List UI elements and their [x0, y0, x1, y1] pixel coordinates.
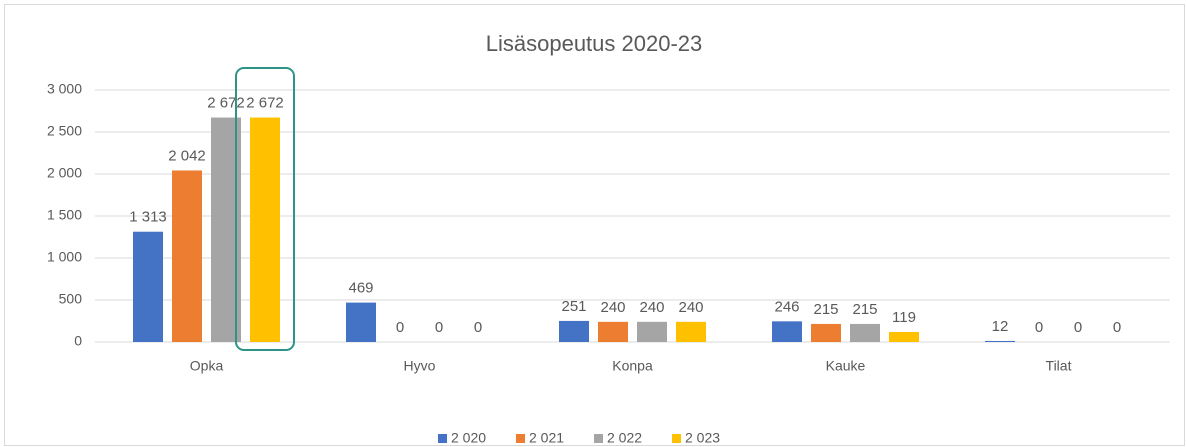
value-label: 240	[678, 299, 703, 316]
value-label: 2 672	[246, 95, 284, 112]
legend-swatch	[594, 434, 603, 443]
value-label: 0	[1113, 319, 1121, 336]
legend-swatch	[516, 434, 525, 443]
value-label: 1 313	[129, 209, 167, 226]
bar	[850, 323, 880, 342]
bar	[985, 340, 1015, 342]
x-tick-label: Hyvo	[404, 358, 436, 374]
bar	[346, 302, 376, 342]
x-tick-label: Kauke	[826, 358, 866, 374]
value-label: 240	[600, 299, 625, 316]
value-label: 0	[1074, 319, 1082, 336]
bar	[637, 321, 667, 342]
value-label: 2 042	[168, 147, 206, 164]
value-label: 469	[348, 280, 373, 297]
value-label: 215	[813, 301, 838, 318]
value-label: 12	[992, 318, 1009, 335]
bar	[559, 320, 589, 342]
legend-label: 2 022	[607, 430, 642, 446]
value-label: 119	[892, 309, 916, 326]
x-tick-label: Tilat	[1046, 358, 1072, 374]
value-label: 215	[852, 301, 877, 318]
legend-label: 2 021	[529, 430, 564, 446]
value-label: 0	[474, 319, 482, 336]
bar	[676, 321, 706, 342]
value-label: 0	[1035, 319, 1043, 336]
y-tick-label: 2 500	[47, 123, 82, 139]
bar	[250, 117, 280, 342]
y-tick-label: 0	[74, 333, 82, 349]
x-tick-label: Opka	[190, 358, 224, 374]
y-tick-label: 3 000	[47, 81, 82, 97]
bar	[811, 323, 841, 342]
value-label: 0	[396, 319, 404, 336]
value-label: 251	[561, 298, 586, 315]
bar	[889, 332, 919, 342]
legend-swatch	[438, 434, 447, 443]
y-tick-label: 1 500	[47, 207, 82, 223]
legend-label: 2 020	[451, 430, 486, 446]
x-tick-label: Konpa	[612, 358, 653, 374]
legend-swatch	[672, 434, 681, 443]
y-tick-label: 1 000	[47, 249, 82, 265]
value-label: 0	[435, 319, 443, 336]
chart-title: Lisäsopeutus 2020-23	[486, 31, 703, 56]
y-tick-label: 2 000	[47, 165, 82, 181]
y-tick-label: 500	[59, 291, 83, 307]
bar	[598, 321, 628, 342]
value-label: 240	[639, 299, 664, 316]
value-label: 246	[774, 298, 799, 315]
bar	[133, 231, 163, 342]
bar	[172, 170, 202, 342]
value-label: 2 672	[207, 95, 245, 112]
highlight-box	[235, 67, 295, 351]
bar	[772, 321, 802, 342]
legend-label: 2 023	[685, 430, 720, 446]
